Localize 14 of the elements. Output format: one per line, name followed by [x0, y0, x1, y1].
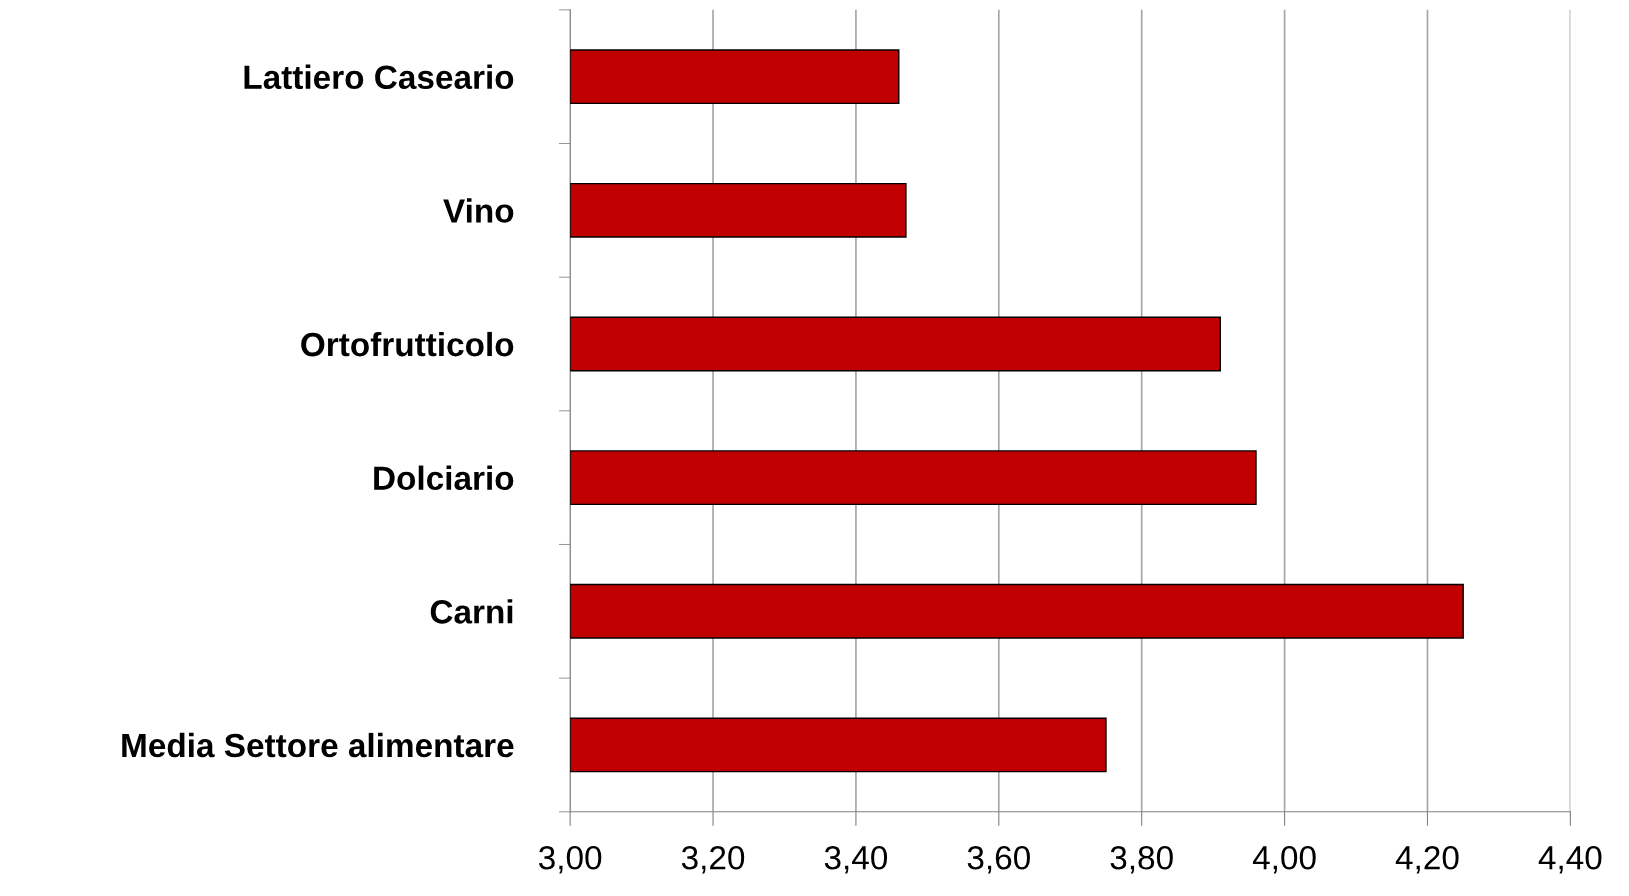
y-tick-label: Ortofrutticolo: [301, 331, 514, 357]
x-tick-label: 4,00: [1252, 845, 1316, 874]
y-tick-label: Lattiero Caseario: [244, 64, 514, 90]
x-tick-label: 3,40: [824, 845, 888, 874]
x-tick-label: 3,00: [538, 845, 602, 874]
y-tick-label: Media Settore alimentare: [122, 732, 514, 758]
x-tick-label: 3,80: [1110, 845, 1173, 874]
x-tick-label: 3,20: [681, 845, 745, 874]
x-tick-label: 4,40: [1538, 845, 1602, 874]
x-tick-label: 3,60: [967, 845, 1030, 874]
y-tick-label: Carni: [430, 599, 513, 624]
y-tick-label: Dolciario: [374, 465, 514, 491]
y-tick-label: Vino: [443, 198, 514, 223]
x-tick-label: 4,20: [1395, 845, 1459, 874]
